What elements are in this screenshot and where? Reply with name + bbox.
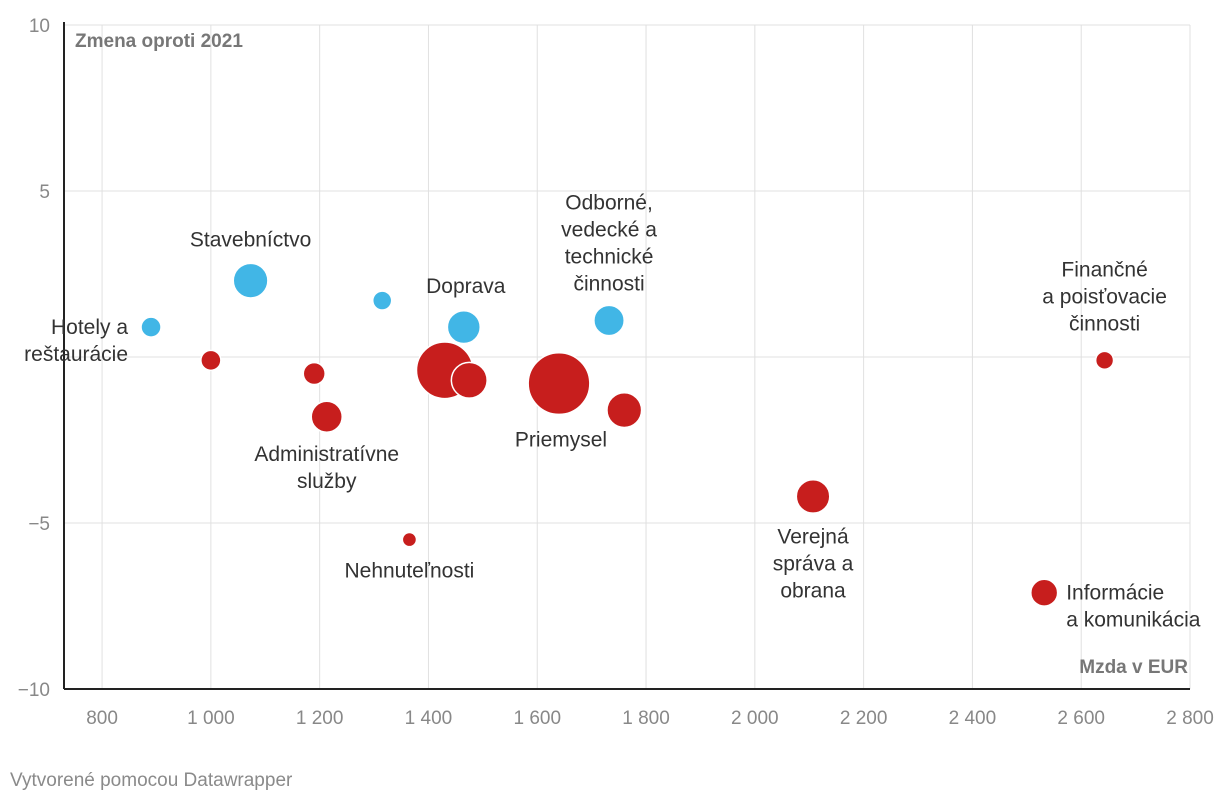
point-label: Stavebníctvo	[190, 229, 311, 252]
x-tick-label: 2 000	[731, 708, 779, 729]
y-tick-label: −5	[28, 514, 50, 535]
point-label-line: a komunikácia	[1066, 609, 1201, 632]
point-label: Verejná správa a obrana	[773, 525, 854, 602]
data-point	[140, 316, 162, 338]
y-tick-label: 5	[39, 182, 50, 203]
point-label: Nehnuteľnosti	[344, 560, 474, 583]
data-point	[446, 309, 481, 345]
point-label-line: Stavebníctvo	[190, 229, 311, 252]
x-axis-title: Mzda v EUR	[1079, 657, 1188, 678]
point-label-line: činnosti	[1069, 312, 1140, 335]
point-label: Informácie a komunikácia	[1066, 582, 1201, 632]
x-tick-label: 1 000	[187, 708, 235, 729]
x-tick-label: 2 600	[1057, 708, 1105, 729]
x-tick-label: 2 400	[949, 708, 997, 729]
point-label: Hotely a reštaurácie	[24, 316, 128, 366]
point-label-line: správa a	[773, 552, 854, 575]
data-point	[310, 400, 343, 434]
data-point	[1094, 350, 1115, 371]
x-tick-label: 1 600	[513, 708, 561, 729]
point-label: Odborné, vedecké a technické činnosti	[561, 191, 657, 295]
point-label-line: Odborné,	[565, 191, 653, 214]
data-point	[593, 304, 625, 337]
point-label-line: Nehnuteľnosti	[344, 560, 474, 583]
data-point	[302, 361, 326, 386]
point-label-line: služby	[297, 470, 357, 493]
point-label-line: činnosti	[573, 272, 644, 295]
point-label: Doprava	[426, 275, 506, 298]
x-tick-label: 2 200	[840, 708, 888, 729]
point-label-line: Doprava	[426, 275, 506, 298]
point-label-line: Hotely a	[51, 316, 128, 339]
x-tick-label: 1 400	[405, 708, 453, 729]
data-point	[795, 478, 831, 514]
point-label-line: Priemysel	[515, 429, 607, 452]
x-tick-label: 800	[86, 708, 118, 729]
point-label-line: Verejná	[777, 525, 849, 548]
data-point	[606, 392, 643, 429]
x-tick-label: 2 800	[1166, 708, 1214, 729]
y-tick-label: −10	[18, 680, 50, 701]
point-label-line: Administratívne	[254, 443, 399, 466]
point-label-line: reštaurácie	[24, 343, 128, 366]
point-label: Priemysel	[515, 429, 607, 452]
point-label-line: a poisťovacie	[1042, 285, 1167, 308]
point-label-line: Informácie	[1066, 582, 1164, 605]
data-point	[450, 361, 488, 399]
y-tick-label: 10	[29, 16, 50, 37]
data-point	[371, 290, 393, 311]
x-tick-label: 1 200	[296, 708, 344, 729]
point-label-line: Finančné	[1061, 258, 1147, 281]
y-axis-title: Zmena oproti 2021	[75, 31, 243, 52]
point-label-line: vedecké a	[561, 218, 657, 241]
point-label: Administratívne služby	[254, 443, 399, 493]
data-point	[401, 531, 418, 548]
data-point	[1030, 578, 1059, 607]
point-label-line: obrana	[780, 579, 846, 602]
x-tick-label: 1 800	[622, 708, 670, 729]
point-label-line: technické	[565, 245, 654, 268]
data-point	[200, 349, 222, 372]
data-point	[232, 262, 269, 299]
data-point	[527, 351, 591, 416]
point-label: Finančné a poisťovacie činnosti	[1042, 258, 1167, 335]
footer-credit: Vytvorené pomocou Datawrapper	[10, 770, 293, 791]
